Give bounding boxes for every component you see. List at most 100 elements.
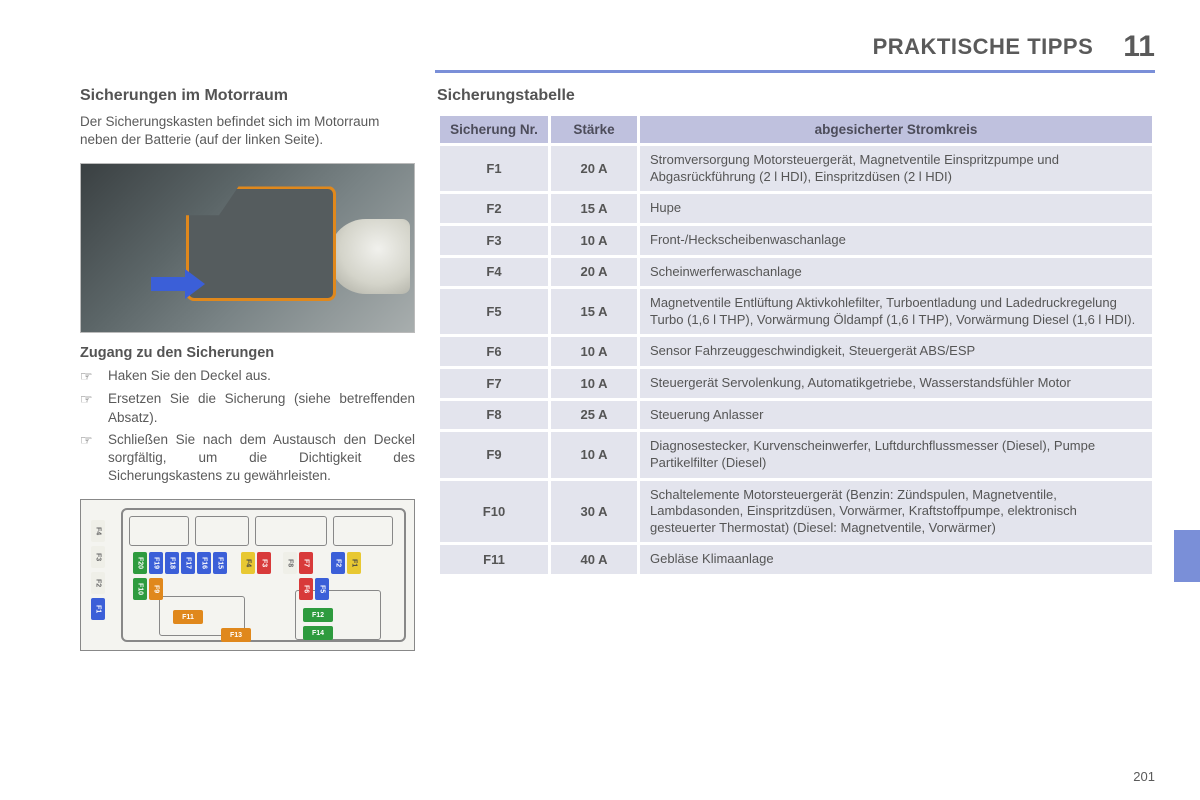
diagram-fuse: F7 <box>299 552 313 574</box>
cell-circuit: Hupe <box>640 194 1152 223</box>
pointer-icon: ☞ <box>80 390 98 426</box>
diagram-fuse: F6 <box>299 578 313 600</box>
diagram-fuse: F1 <box>347 552 361 574</box>
diagram-fuse: F12 <box>303 608 333 622</box>
diagram-fuse: F20 <box>133 552 147 574</box>
table-row: F1030 ASchaltelemente Motorsteuergerät (… <box>440 481 1152 543</box>
diagram-fuse: F4 <box>241 552 255 574</box>
cell-amp: 20 A <box>551 146 637 191</box>
instruction-text: Ersetzen Sie die Sicherung (siehe betref… <box>108 390 415 426</box>
diagram-fuse: F10 <box>133 578 147 600</box>
diagram-fuse: F5 <box>315 578 329 600</box>
cell-circuit: Sensor Fahrzeuggeschwindigkeit, Steuerge… <box>640 337 1152 366</box>
cell-amp: 10 A <box>551 369 637 398</box>
pointer-icon: ☞ <box>80 367 98 386</box>
diagram-fuse: F18 <box>165 552 179 574</box>
table-row: F1140 AGebläse Klimaanlage <box>440 545 1152 574</box>
diagram-fuse: F2 <box>331 552 345 574</box>
intro-text: Der Sicherungskasten befindet sich im Mo… <box>80 113 415 149</box>
cell-num: F6 <box>440 337 548 366</box>
cell-amp: 10 A <box>551 337 637 366</box>
diagram-fuse: F1 <box>91 598 105 620</box>
cell-num: F3 <box>440 226 548 255</box>
instruction-item: ☞Schließen Sie nach dem Austausch den De… <box>80 431 415 486</box>
table-row: F825 ASteuerung Anlasser <box>440 401 1152 430</box>
cell-amp: 10 A <box>551 226 637 255</box>
instruction-item: ☞ Ersetzen Sie die Sicherung (siehe betre… <box>80 390 415 426</box>
cell-circuit: Front-/Heckscheibenwaschanlage <box>640 226 1152 255</box>
cell-circuit: Stromversorgung Motorsteuergerät, Magnet… <box>640 146 1152 191</box>
diagram-fuse: F14 <box>303 626 333 640</box>
cell-amp: 40 A <box>551 545 637 574</box>
table-row: F120 AStromversorgung Motorsteuergerät, … <box>440 146 1152 191</box>
table-row: F515 AMagnetventile Entlüftung Aktivkohl… <box>440 289 1152 334</box>
th-num: Sicherung Nr. <box>440 116 548 143</box>
table-row: F710 ASteuergerät Servolenkung, Automati… <box>440 369 1152 398</box>
cell-amp: 30 A <box>551 481 637 543</box>
chapter-title: PRAKTISCHE TIPPS <box>873 34 1094 60</box>
chapter-number: 11 <box>1123 30 1155 64</box>
arrow-icon <box>151 269 205 299</box>
th-amp: Stärke <box>551 116 637 143</box>
cell-num: F11 <box>440 545 548 574</box>
diagram-fuse: F15 <box>213 552 227 574</box>
cell-num: F2 <box>440 194 548 223</box>
cell-circuit: Gebläse Klimaanlage <box>640 545 1152 574</box>
diagram-fuse: F16 <box>197 552 211 574</box>
cell-num: F7 <box>440 369 548 398</box>
pointer-icon: ☞ <box>80 431 98 486</box>
side-tab <box>1174 530 1200 582</box>
diagram-fuse: F3 <box>91 546 105 568</box>
cell-num: F9 <box>440 432 548 477</box>
instruction-text: Haken Sie den Deckel aus. <box>108 367 271 386</box>
left-column: Sicherungen im Motorraum Der Sicherungsk… <box>80 87 415 651</box>
header-rule <box>435 70 1155 73</box>
cell-amp: 15 A <box>551 194 637 223</box>
cell-circuit: Scheinwerferwaschanlage <box>640 258 1152 287</box>
diagram-fuse: F8 <box>283 552 297 574</box>
table-row: F215 AHupe <box>440 194 1152 223</box>
right-column: Sicherungstabelle Sicherung Nr. Stärke a… <box>437 87 1155 651</box>
cell-circuit: Schaltelemente Motorsteuergerät (Benzin:… <box>640 481 1152 543</box>
th-circuit: abgesicherter Stromkreis <box>640 116 1152 143</box>
diagram-fuse: F4 <box>91 520 105 542</box>
cell-amp: 15 A <box>551 289 637 334</box>
cell-circuit: Magnetventile Entlüftung Aktivkohlefilte… <box>640 289 1152 334</box>
fusebox-outline <box>186 186 336 301</box>
diagram-fuse: F11 <box>173 610 203 624</box>
cell-num: F10 <box>440 481 548 543</box>
diagram-fuse: F19 <box>149 552 163 574</box>
access-title: Zugang zu den Sicherungen <box>80 345 415 361</box>
cell-amp: 20 A <box>551 258 637 287</box>
table-row: F610 ASensor Fahrzeuggeschwindigkeit, St… <box>440 337 1152 366</box>
diagram-fuse: F13 <box>221 628 251 642</box>
instruction-text: Schließen Sie nach dem Austausch den Dec… <box>108 431 415 486</box>
table-row: F310 AFront-/Heckscheibenwaschanlage <box>440 226 1152 255</box>
fuse-diagram: F4F3F2F1 F20F19F18F17F16F15F4F3F8F7F2F1F… <box>80 499 415 651</box>
cell-amp: 10 A <box>551 432 637 477</box>
cell-circuit: Diagnosestecker, Kurvenscheinwerfer, Luf… <box>640 432 1152 477</box>
table-title: Sicherungstabelle <box>437 87 1155 105</box>
page-number: 201 <box>1133 769 1155 784</box>
cell-circuit: Steuergerät Servolenkung, Automatikgetri… <box>640 369 1152 398</box>
cell-amp: 25 A <box>551 401 637 430</box>
cell-num: F4 <box>440 258 548 287</box>
diagram-fuse: F17 <box>181 552 195 574</box>
instruction-list: ☞ Haken Sie den Deckel aus. ☞ Ersetzen Sie … <box>80 367 415 485</box>
section-title: Sicherungen im Motorraum <box>80 87 415 105</box>
headlamp-shape <box>330 219 410 294</box>
cell-num: F1 <box>440 146 548 191</box>
cell-circuit: Steuerung Anlasser <box>640 401 1152 430</box>
diagram-fuse: F9 <box>149 578 163 600</box>
instruction-item: ☞ Haken Sie den Deckel aus. <box>80 367 415 386</box>
page-header: PRAKTISCHE TIPPS 11 <box>80 30 1155 64</box>
content-area: Sicherungen im Motorraum Der Sicherungsk… <box>80 87 1155 651</box>
table-row: F420 AScheinwerferwaschanlage <box>440 258 1152 287</box>
fuse-table: Sicherung Nr. Stärke abgesicherter Strom… <box>437 113 1155 577</box>
diagram-fuse: F2 <box>91 572 105 594</box>
diagram-fuse: F3 <box>257 552 271 574</box>
cell-num: F8 <box>440 401 548 430</box>
cell-num: F5 <box>440 289 548 334</box>
table-row: F910 ADiagnosestecker, Kurvenscheinwerfe… <box>440 432 1152 477</box>
engine-photo <box>80 163 415 333</box>
